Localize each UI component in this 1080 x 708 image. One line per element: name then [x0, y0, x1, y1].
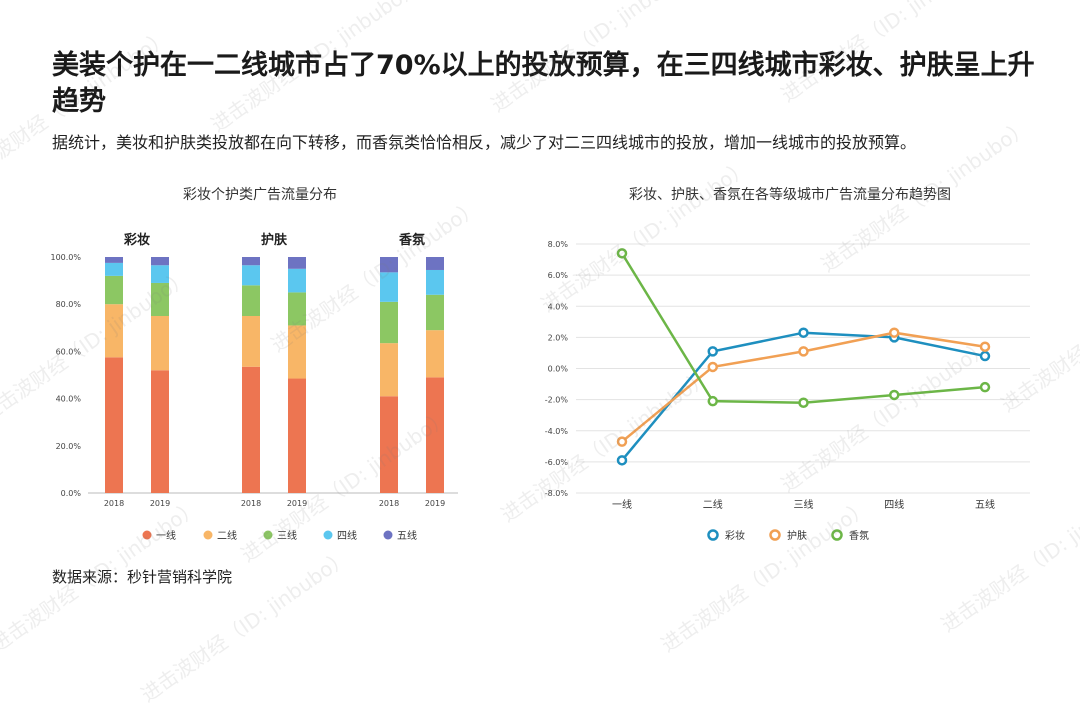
- bar-segment: [151, 282, 169, 316]
- bar-segment: [288, 378, 306, 493]
- bar-y-tick-label: 0.0%: [61, 489, 82, 498]
- line-legend-label: 护肤: [787, 529, 807, 542]
- line-y-tick-label: -8.0%: [545, 489, 569, 498]
- bar-segment: [288, 268, 306, 293]
- bar-segment: [151, 316, 169, 371]
- line-legend-marker: [707, 529, 719, 541]
- data-source: 数据来源：秒针营销科学院: [52, 568, 233, 586]
- bar-group-label: 护肤: [261, 232, 288, 248]
- bar-segment: [151, 257, 169, 266]
- bar-x-tick-label: 2019: [287, 499, 307, 508]
- line-point: [616, 248, 628, 259]
- line-legend-marker: [769, 529, 781, 541]
- line-legend-label: 彩妆: [725, 529, 745, 542]
- bar-x-tick-label: 2019: [425, 499, 445, 508]
- bar-segment: [151, 370, 169, 493]
- bar-legend-label: 二线: [217, 529, 237, 542]
- line-point: [616, 455, 628, 466]
- line-point: [707, 346, 718, 357]
- bar-x-tick-label: 2018: [104, 499, 124, 508]
- bar-segment: [426, 257, 444, 270]
- bar-legend-label: 五线: [397, 529, 417, 542]
- bar-segment: [380, 301, 398, 344]
- bar-segment: [105, 357, 123, 493]
- bar-group-label: 香氛: [398, 232, 425, 248]
- bar-segment: [105, 275, 123, 305]
- line-point: [798, 327, 809, 338]
- line-point: [979, 341, 991, 352]
- line-y-tick-label: -2.0%: [545, 396, 569, 405]
- bar-legend-label: 一线: [156, 529, 176, 542]
- bar-group-label: 彩妆: [123, 232, 150, 248]
- bar-segment: [380, 257, 398, 273]
- bar-legend-marker: [203, 530, 213, 540]
- bar-segment: [426, 330, 444, 378]
- bar-segment: [426, 377, 444, 493]
- bar-legend-marker: [263, 530, 273, 540]
- line-point: [979, 381, 991, 393]
- bar-legend-marker: [142, 530, 152, 540]
- bar-segment: [288, 292, 306, 326]
- bar-legend-marker: [383, 530, 393, 540]
- bar-segment: [151, 265, 169, 283]
- bar-segment: [288, 257, 306, 269]
- line-x-tick-label: 五线: [975, 498, 995, 511]
- bar-segment: [105, 262, 123, 276]
- bar-chart-title: 彩妆个护类广告流量分布: [183, 187, 337, 203]
- page-title: 美装个护在一二线城市占了70%以上的投放预算，在三四线城市彩妆、护肤呈上升趋势: [52, 50, 1035, 117]
- bar-y-tick-label: 40.0%: [56, 395, 82, 404]
- bar-y-tick-label: 60.0%: [56, 347, 82, 356]
- bar-segment: [242, 366, 260, 493]
- bar-segment: [105, 304, 123, 358]
- line-point: [707, 361, 718, 373]
- bar-legend-marker: [323, 530, 333, 540]
- bar-segment: [288, 325, 306, 379]
- line-y-tick-label: 6.0%: [548, 271, 569, 280]
- bar-x-tick-label: 2018: [379, 499, 399, 508]
- line-y-tick-label: 2.0%: [548, 333, 569, 342]
- line-point: [979, 350, 991, 362]
- bar-segment: [380, 272, 398, 302]
- line-point: [889, 327, 900, 338]
- bar-segment: [426, 269, 444, 295]
- line-x-tick-label: 四线: [884, 498, 904, 511]
- line-x-tick-label: 一线: [612, 498, 632, 511]
- bar-x-tick-label: 2019: [150, 499, 170, 508]
- line-y-tick-label: 4.0%: [548, 302, 569, 311]
- bar-segment: [242, 285, 260, 316]
- charts-canvas: 0.0% 20.0% 40.0% 60.0% 80.0% 100.0% 彩妆 2018 2019…: [50, 232, 1030, 542]
- bar-segment: [242, 316, 260, 367]
- line-legend-marker: [831, 529, 843, 541]
- bar-y-tick-label: 100.0%: [50, 253, 81, 262]
- line-legend-label: 香氛: [849, 529, 869, 542]
- bar-legend-label: 三线: [277, 529, 297, 542]
- bar-y-tick-label: 80.0%: [56, 300, 82, 309]
- line-y-tick-label: -6.0%: [545, 458, 569, 467]
- line-point: [889, 389, 900, 401]
- bar-segment: [242, 257, 260, 266]
- bar-y-tick-label: 20.0%: [56, 442, 82, 451]
- line-y-tick-label: 8.0%: [548, 240, 569, 249]
- line-x-tick-label: 三线: [794, 498, 814, 511]
- page-subtitle: 据统计，美妆和护肤类投放都在向下转移，而香氛类恰恰相反，减少了对二三四线城市的投…: [52, 133, 917, 152]
- bar-segment: [380, 343, 398, 397]
- bar-segment: [426, 294, 444, 331]
- line-x-tick-label: 二线: [703, 498, 723, 511]
- line-point: [798, 397, 809, 408]
- bar-segment: [105, 257, 123, 263]
- bar-segment: [242, 265, 260, 286]
- line-point: [616, 436, 628, 447]
- bar-x-tick-label: 2018: [241, 499, 261, 508]
- bar-segment: [380, 396, 398, 493]
- line-chart-title: 彩妆、护肤、香氛在各等级城市广告流量分布趋势图: [629, 187, 951, 203]
- line-y-tick-label: 0.0%: [548, 365, 569, 374]
- bar-legend-label: 四线: [337, 529, 357, 542]
- line-point: [707, 395, 718, 407]
- line-y-tick-label: -4.0%: [545, 427, 569, 436]
- line-point: [798, 346, 809, 357]
